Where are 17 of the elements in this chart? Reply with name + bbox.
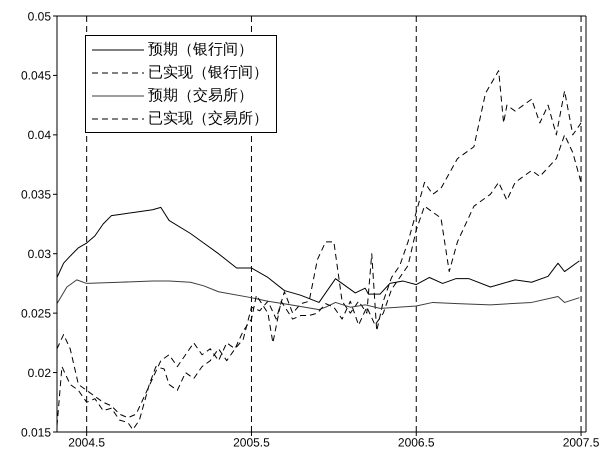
legend-label: 预期（交易所）	[148, 86, 253, 105]
y-tick-label: 0.04	[28, 128, 52, 142]
y-tick-label: 0.025	[20, 306, 52, 320]
line-series	[57, 279, 580, 310]
y-tick-label: 0.035	[20, 188, 52, 202]
y-tick-label: 0.03	[28, 246, 52, 261]
y-tick-label: 0.05	[28, 9, 52, 24]
legend-label: 已实现（交易所）	[148, 109, 268, 128]
x-tick-label: 2007.5	[562, 436, 600, 450]
legend-label: 已实现（银行间）	[148, 63, 268, 82]
x-tick-label: 2004.5	[68, 436, 106, 450]
y-tick-label: 0.02	[28, 366, 52, 380]
y-tick-label: 0.015	[20, 425, 52, 440]
y-tick-label: 0.045	[20, 68, 52, 83]
x-tick-label: 2005.5	[233, 436, 270, 450]
x-tick-label: 2006.5	[398, 436, 435, 450]
legend-label: 预期（银行间）	[148, 40, 253, 59]
